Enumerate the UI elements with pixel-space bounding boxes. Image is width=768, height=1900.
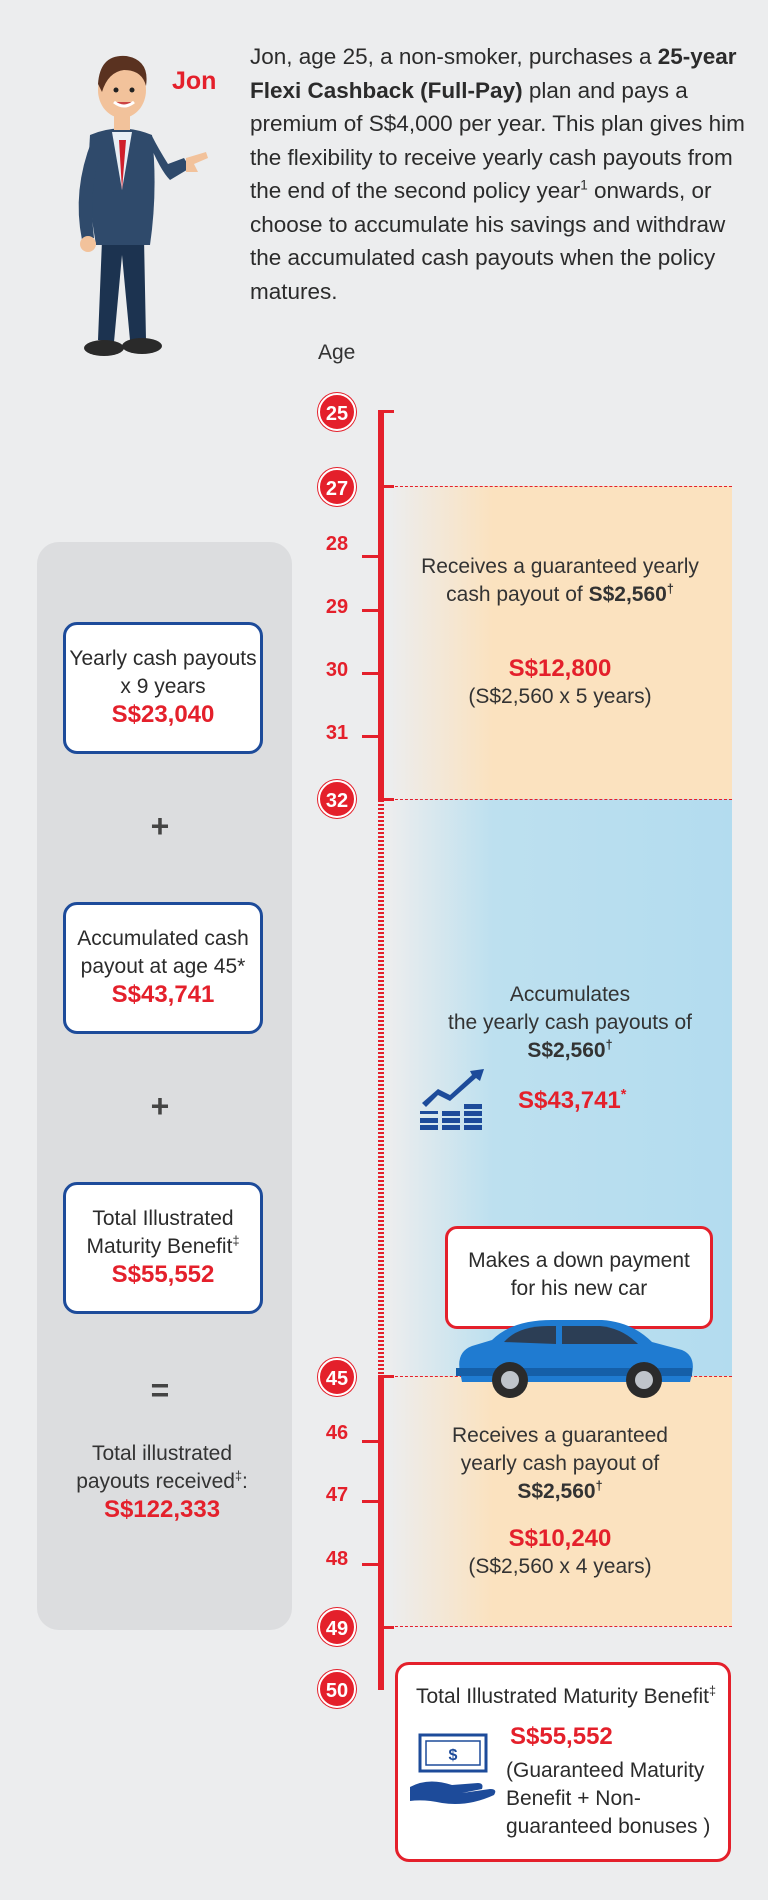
age-marker-25: 25 bbox=[318, 393, 356, 431]
age-axis-label: Age bbox=[318, 341, 356, 364]
summary-box-maturity-benefit: Total Illustrated Maturity Benefit‡ S$55… bbox=[63, 1182, 263, 1314]
plus-operator: + bbox=[150, 808, 170, 844]
person-name: Jon bbox=[172, 67, 217, 95]
payout-band-2 bbox=[390, 1376, 732, 1626]
age-marker-32: 32 bbox=[318, 780, 356, 818]
growth-coins-icon bbox=[420, 1069, 484, 1130]
plus-operator: + bbox=[150, 1088, 170, 1124]
tick bbox=[362, 1500, 380, 1503]
age-marker-49: 49 bbox=[318, 1608, 356, 1646]
tick bbox=[362, 735, 380, 738]
tick bbox=[362, 672, 380, 675]
tick bbox=[384, 485, 394, 488]
maturity-breakdown: (Guaranteed Maturity Benefit + Non- guar… bbox=[506, 1759, 711, 1838]
maturity-title: Total Illustrated Maturity Benefit‡ bbox=[416, 1684, 716, 1708]
phase2-total: S$43,741* bbox=[518, 1087, 627, 1114]
phase3-total: S$10,240 (S$2,560 x 4 years) bbox=[468, 1525, 652, 1578]
summary-total: Total illustrated payouts received‡: S$1… bbox=[76, 1442, 248, 1523]
age-label-48: 48 bbox=[325, 1548, 349, 1570]
equals-operator: = bbox=[150, 1372, 170, 1408]
age-label-31: 31 bbox=[325, 722, 349, 744]
down-payment-callout: Makes a down payment for his new car bbox=[445, 1226, 713, 1329]
age-label-28: 28 bbox=[325, 533, 349, 555]
svg-text:$: $ bbox=[449, 1747, 458, 1764]
divider-age-32 bbox=[385, 799, 732, 800]
maturity-amount: S$55,552 bbox=[510, 1723, 613, 1750]
tick bbox=[384, 798, 394, 801]
age-label-29: 29 bbox=[325, 596, 349, 618]
timeline-axis-bottom bbox=[378, 1375, 384, 1690]
intro-paragraph: Jon, age 25, a non-smoker, purchases a 2… bbox=[250, 44, 745, 304]
tick bbox=[362, 1440, 380, 1443]
phase2-description: Accumulates the yearly cash payouts of S… bbox=[448, 983, 692, 1062]
age-marker-50: 50 bbox=[318, 1670, 356, 1708]
payout-band-1 bbox=[390, 486, 732, 799]
tick bbox=[384, 1375, 394, 1378]
age-label-47: 47 bbox=[325, 1484, 349, 1506]
age-label-46: 46 bbox=[325, 1422, 349, 1444]
money-hand-icon: $ bbox=[410, 1733, 496, 1804]
tick bbox=[362, 555, 380, 558]
phase3-description: Receives a guaranteed yearly cash payout… bbox=[452, 1424, 668, 1503]
age-marker-27: 27 bbox=[318, 468, 356, 506]
timeline-axis-dotted bbox=[378, 800, 384, 1375]
businessman-illustration bbox=[78, 55, 208, 356]
timeline-axis-top bbox=[378, 410, 384, 800]
tick bbox=[362, 609, 380, 612]
summary-box-accumulated: Accumulated cash payout at age 45* S$43,… bbox=[63, 902, 263, 1034]
summary-box-yearly-payouts: Yearly cash payouts x 9 years S$23,040 bbox=[63, 622, 263, 754]
age-marker-45: 45 bbox=[318, 1358, 356, 1396]
maturity-benefit-box: Total Illustrated Maturity Benefit‡ $ S$… bbox=[395, 1662, 731, 1862]
tick bbox=[384, 1626, 394, 1629]
car-illustration bbox=[456, 1320, 693, 1398]
phase1-total: S$12,800 (S$2,560 x 5 years) bbox=[468, 655, 652, 708]
age-label-30: 30 bbox=[325, 659, 349, 681]
phase1-description: Receives a guaranteed yearly cash payout… bbox=[421, 555, 699, 606]
divider-age-27 bbox=[385, 486, 732, 487]
tick bbox=[384, 410, 394, 413]
divider-age-49 bbox=[385, 1626, 732, 1627]
tick bbox=[362, 1563, 380, 1566]
